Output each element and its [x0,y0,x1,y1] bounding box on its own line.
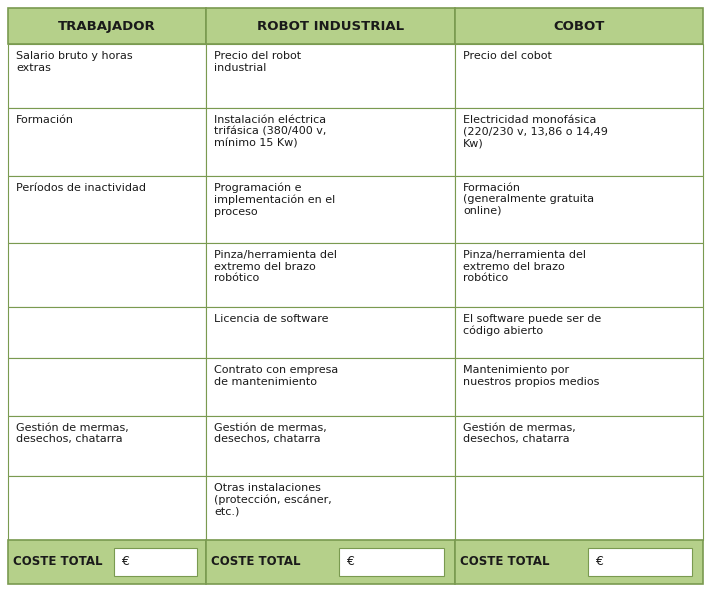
Bar [455,476,703,540]
Text: Salario bruto y horas
extras: Salario bruto y horas extras [16,52,133,73]
Text: Pinza/herramienta del
extremo del brazo
robótico: Pinza/herramienta del extremo del brazo … [463,250,586,283]
Bar [455,307,703,358]
Text: Formación
(generalmente gratuita
online): Formación (generalmente gratuita online) [463,182,594,216]
Text: TRABAJADOR: TRABAJADOR [58,20,156,33]
Bar [206,416,455,476]
Text: El software puede ser de
código abierto: El software puede ser de código abierto [463,314,601,336]
Bar [206,358,455,416]
Bar [8,307,206,358]
Text: Electricidad monofásica
(220/230 v, 13,86 o 14,49
Kw): Electricidad monofásica (220/230 v, 13,8… [463,115,608,149]
Bar [8,176,206,243]
Text: ROBOT INDUSTRIAL: ROBOT INDUSTRIAL [257,20,404,33]
Text: €: € [121,555,129,568]
Bar [455,540,703,584]
Text: Gestión de mermas,
desechos, chatarra: Gestión de mermas, desechos, chatarra [16,423,129,445]
Bar [206,176,455,243]
Text: Pinza/herramienta del
extremo del brazo
robótico: Pinza/herramienta del extremo del brazo … [214,250,337,283]
Bar [8,108,206,176]
Bar [455,44,703,108]
Text: Períodos de inactividad: Períodos de inactividad [16,182,146,192]
Text: Contrato con empresa
de mantenimiento: Contrato con empresa de mantenimiento [214,365,338,387]
Bar [455,243,703,307]
Text: Mantenimiento por
nuestros propios medios: Mantenimiento por nuestros propios medio… [463,365,599,387]
Text: COSTE TOTAL: COSTE TOTAL [460,555,549,568]
Text: COSTE TOTAL: COSTE TOTAL [13,555,102,568]
Text: €: € [594,555,602,568]
Bar [587,548,692,575]
Bar [455,176,703,243]
Bar [206,540,455,584]
Bar [8,476,206,540]
Bar [8,540,206,584]
Text: Formación: Formación [16,115,74,126]
Text: COBOT: COBOT [553,20,604,33]
Bar [8,416,206,476]
Bar [206,44,455,108]
Bar [455,8,703,44]
Bar [8,8,206,44]
Bar [206,307,455,358]
Bar [455,108,703,176]
Bar [8,243,206,307]
Bar [8,358,206,416]
Text: Gestión de mermas,
desechos, chatarra: Gestión de mermas, desechos, chatarra [463,423,576,445]
Text: Programación e
implementación en el
proceso: Programación e implementación en el proc… [214,182,336,217]
Text: Precio del cobot: Precio del cobot [463,52,552,62]
Text: Gestión de mermas,
desechos, chatarra: Gestión de mermas, desechos, chatarra [214,423,327,445]
Bar [206,108,455,176]
Text: Precio del robot
industrial: Precio del robot industrial [214,52,301,73]
Bar [206,476,455,540]
Bar [206,8,455,44]
Bar [455,358,703,416]
Text: €: € [346,555,354,568]
Text: Licencia de software: Licencia de software [214,314,328,324]
Bar [206,243,455,307]
Bar [339,548,444,575]
Bar [8,44,206,108]
Bar [114,548,197,575]
Text: Instalación eléctrica
trifásica (380/400 v,
mínimo 15 Kw): Instalación eléctrica trifásica (380/400… [214,115,326,149]
Text: COSTE TOTAL: COSTE TOTAL [211,555,300,568]
Text: Otras instalaciones
(protección, escáner,
etc.): Otras instalaciones (protección, escáner… [214,482,332,516]
Bar [455,416,703,476]
